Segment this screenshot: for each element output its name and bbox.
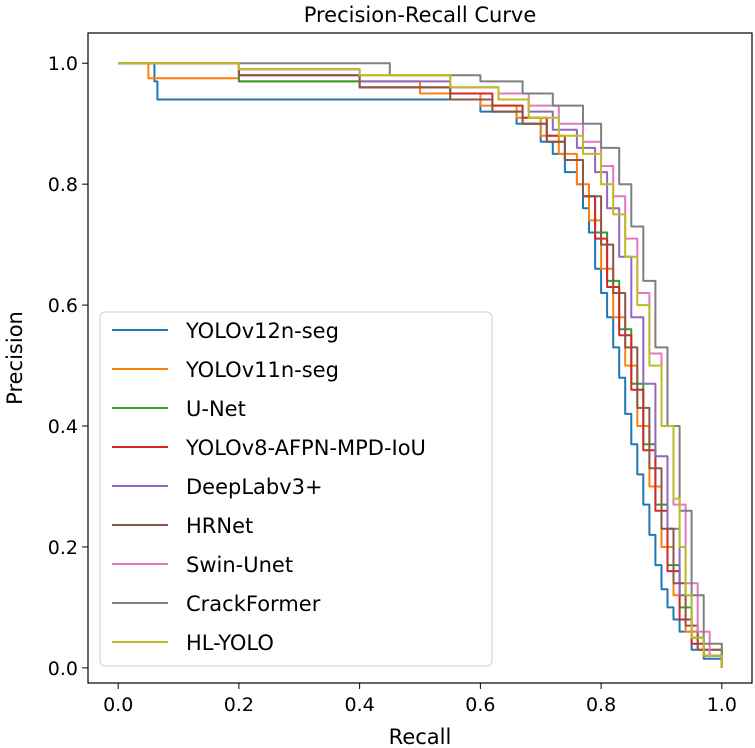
legend-label-yolov11n-seg: YOLOv11n-seg <box>185 358 339 382</box>
legend-label-yolov8-afpn-mpd-iou: YOLOv8-AFPN-MPD-IoU <box>185 436 426 460</box>
series-line-yolov12n-seg <box>118 62 723 668</box>
x-tick-label: 1.0 <box>707 694 737 716</box>
series-line-yolov8-afpn-mpd-iou <box>118 62 723 668</box>
x-tick-label: 0.6 <box>465 694 495 716</box>
legend-label-deeplabv3-: DeepLabv3+ <box>186 475 323 499</box>
legend-label-swin-unet: Swin-Unet <box>186 553 293 577</box>
series-line-hrnet <box>118 62 723 668</box>
y-axis-ticks: 0.0 0.2 0.4 0.6 0.8 1.0 <box>48 53 88 680</box>
chart-title: Precision-Recall Curve <box>304 3 537 27</box>
y-tick-label: 1.0 <box>48 53 78 75</box>
x-tick-label: 0.0 <box>103 694 133 716</box>
y-tick-label: 0.2 <box>48 537 78 559</box>
legend: YOLOv12n-seg YOLOv11n-seg U-Net YOLOv8-AFPN… <box>99 311 493 667</box>
series-line-hl-yolo <box>118 62 723 668</box>
x-tick-label: 0.8 <box>586 694 616 716</box>
x-tick-label: 0.2 <box>224 694 254 716</box>
plot-area-frame <box>87 32 753 684</box>
legend-label-u-net: U-Net <box>186 397 246 421</box>
x-tick-label: 0.4 <box>345 694 375 716</box>
series-line-crackformer <box>118 62 723 668</box>
legend-label-hl-yolo: HL-YOLO <box>186 631 274 655</box>
legend-box <box>99 311 493 667</box>
legend-label-crackformer: CrackFormer <box>186 592 321 616</box>
y-tick-label: 0.8 <box>48 174 78 196</box>
y-tick-label: 0.6 <box>48 295 78 317</box>
legend-label-yolov12n-seg: YOLOv12n-seg <box>185 319 339 343</box>
y-tick-label: 0.4 <box>48 416 78 438</box>
x-axis-label: Recall <box>389 725 452 748</box>
legend-label-hrnet: HRNet <box>186 514 253 538</box>
y-tick-label: 0.0 <box>48 658 78 680</box>
y-axis-label: Precision <box>3 311 27 405</box>
x-axis-ticks: 0.0 0.2 0.4 0.6 0.8 1.0 <box>103 683 737 716</box>
series-layer <box>118 62 723 668</box>
